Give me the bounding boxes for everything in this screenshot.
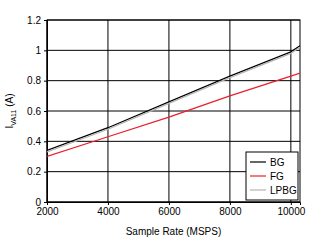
- tick-mark: [44, 202, 47, 203]
- tick-mark: [44, 81, 47, 82]
- tick: 6000: [158, 202, 181, 217]
- tick: 0.6: [27, 106, 47, 117]
- legend-box: [246, 152, 298, 200]
- y-axis-title: IVA11 (A): [4, 94, 17, 129]
- axis-line: [44, 21, 48, 203]
- tick-label: 1: [35, 45, 41, 56]
- series-line: [47, 47, 300, 152]
- tick-label: 10000: [277, 206, 305, 217]
- tick: 1.2: [27, 15, 47, 26]
- tick-mark: [44, 50, 47, 51]
- tick-label: 4000: [97, 206, 120, 217]
- x-axis-title: Sample Rate (MSPS): [126, 226, 222, 237]
- tick-mark: [169, 202, 170, 205]
- legend: BG FG LPBG: [246, 152, 298, 200]
- tick: 0.2: [27, 166, 47, 177]
- chart: 2000 4000 6000 8000 10000 0 0.2 0.4 0.6 0.8 1 1.2 BG…: [0, 0, 327, 243]
- series-line: [47, 73, 300, 156]
- tick-label: 0: [35, 197, 41, 208]
- grid-line: [47, 111, 300, 112]
- tick: 8000: [219, 202, 242, 217]
- tick: 4000: [97, 202, 120, 217]
- plot: 2000 4000 6000 8000 10000 0 0.2 0.4 0.6 0.8 1 1.2 BG…: [27, 15, 306, 217]
- legend-label: BG: [270, 157, 285, 168]
- y-axis: 0 0.2 0.4 0.6 0.8 1 1.2: [27, 15, 47, 208]
- tick-label: 2000: [36, 206, 59, 217]
- grid-line: [47, 141, 300, 142]
- plot-frame: [47, 20, 300, 202]
- legend-swatch: [250, 161, 266, 162]
- series-line: [47, 46, 300, 151]
- tick: 0.8: [27, 75, 47, 86]
- tick-mark: [44, 111, 47, 112]
- tick-label: 0.6: [27, 106, 41, 117]
- x-axis: 2000 4000 6000 8000 10000: [36, 202, 305, 217]
- tick-label: 8000: [219, 206, 242, 217]
- tick-mark: [44, 172, 47, 173]
- tick-label: 6000: [158, 206, 181, 217]
- grid-line: [47, 50, 300, 51]
- tick-mark: [44, 20, 47, 21]
- grid-line: [47, 80, 300, 81]
- tick: 0: [35, 197, 47, 208]
- tick-mark: [108, 202, 109, 205]
- tick-mark: [291, 202, 292, 205]
- series-group: [47, 46, 300, 157]
- tick: 1: [35, 45, 47, 56]
- legend-swatch: [250, 175, 266, 176]
- legend-label: LPBG: [270, 185, 297, 196]
- tick-label: 0.4: [27, 136, 41, 147]
- tick-mark: [230, 202, 231, 205]
- legend-swatch: [250, 189, 266, 190]
- legend-label: FG: [270, 171, 284, 182]
- tick-label: 1.2: [27, 15, 41, 26]
- tick-label: 0.2: [27, 166, 41, 177]
- tick-mark: [44, 141, 47, 142]
- grid: [47, 20, 300, 202]
- tick: 10000: [277, 202, 305, 217]
- tick: 0.4: [27, 136, 47, 147]
- axis-line: [48, 203, 301, 206]
- tick-label: 0.8: [27, 75, 41, 86]
